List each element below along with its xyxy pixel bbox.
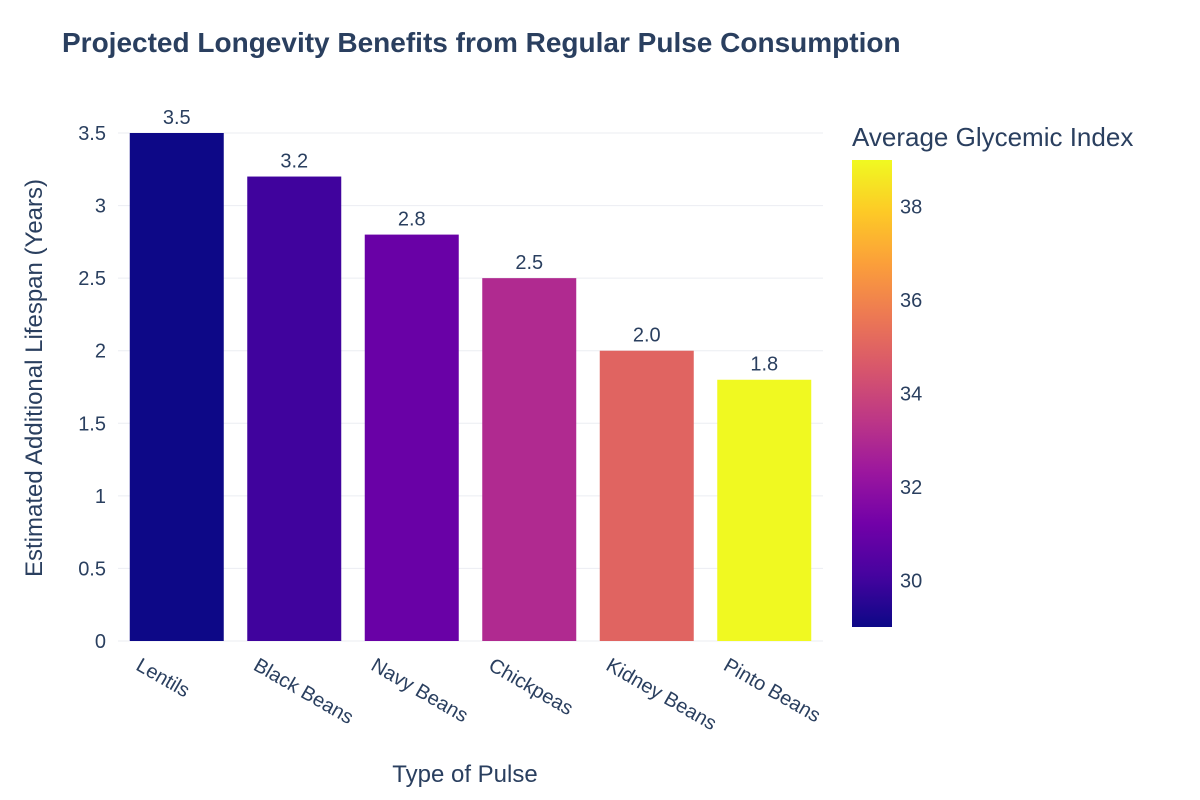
y-tick-label: 1: [95, 486, 106, 508]
x-tick-label: Chickpeas: [485, 654, 577, 720]
x-axis-label: Type of Pulse: [392, 761, 537, 788]
y-tick-label: 2.5: [78, 268, 106, 290]
x-tick-label: Kidney Beans: [602, 654, 720, 735]
bar-black-beans[interactable]: [247, 176, 342, 642]
bar-value-label: 3.2: [280, 151, 308, 173]
colorbar-gradient: [852, 160, 892, 627]
bar-navy-beans[interactable]: [364, 234, 459, 641]
x-axis-ticks: Lentils Black Beans Navy Beans Chickpeas Kid…: [132, 654, 824, 735]
colorbar-tick-label: 38: [900, 197, 922, 219]
bar-value-label: 2.5: [515, 252, 543, 274]
y-tick-label: 0.5: [78, 558, 106, 580]
bar-value-label: 2.0: [633, 325, 661, 347]
bar-pinto-beans[interactable]: [717, 379, 812, 641]
bar-value-label: 2.8: [398, 209, 426, 231]
y-tick-label: 0: [95, 631, 106, 653]
bar-lentils[interactable]: [129, 133, 224, 641]
colorbar-tick-label: 36: [900, 290, 922, 312]
x-tick-label: Black Beans: [250, 654, 357, 729]
bar-value-labels: 3.5 3.2 2.8 2.5 2.0 1.8: [163, 107, 778, 376]
x-tick-label: Lentils: [132, 654, 193, 702]
grid-lines: [118, 132, 823, 642]
bar-kidney-beans[interactable]: [599, 350, 694, 641]
bar-value-label: 1.8: [750, 354, 778, 376]
bar-value-label: 3.5: [163, 107, 191, 129]
chart-title: Projected Longevity Benefits from Regula…: [62, 27, 901, 58]
colorbar-tick-label: 32: [900, 477, 922, 499]
bar-chickpeas[interactable]: [482, 278, 577, 641]
y-tick-label: 2: [95, 341, 106, 363]
colorbar-tick-label: 30: [900, 570, 922, 592]
colorbar-ticks: 30 32 34 36 38: [900, 197, 922, 593]
x-tick-label: Navy Beans: [367, 654, 471, 727]
y-tick-label: 3.5: [78, 123, 106, 145]
colorbar-tick-label: 34: [900, 384, 922, 406]
colorbar: Average Glycemic Index 30 32 34 36 38: [852, 122, 1133, 627]
colorbar-title: Average Glycemic Index: [852, 122, 1133, 152]
y-axis-ticks: 0 0.5 1 1.5 2 2.5 3 3.5: [78, 123, 106, 653]
y-tick-label: 1.5: [78, 413, 106, 435]
x-tick-label: Pinto Beans: [720, 654, 824, 727]
y-tick-label: 3: [95, 196, 106, 218]
y-axis-label: Estimated Additional Lifespan (Years): [21, 179, 48, 577]
bars: [129, 133, 812, 642]
